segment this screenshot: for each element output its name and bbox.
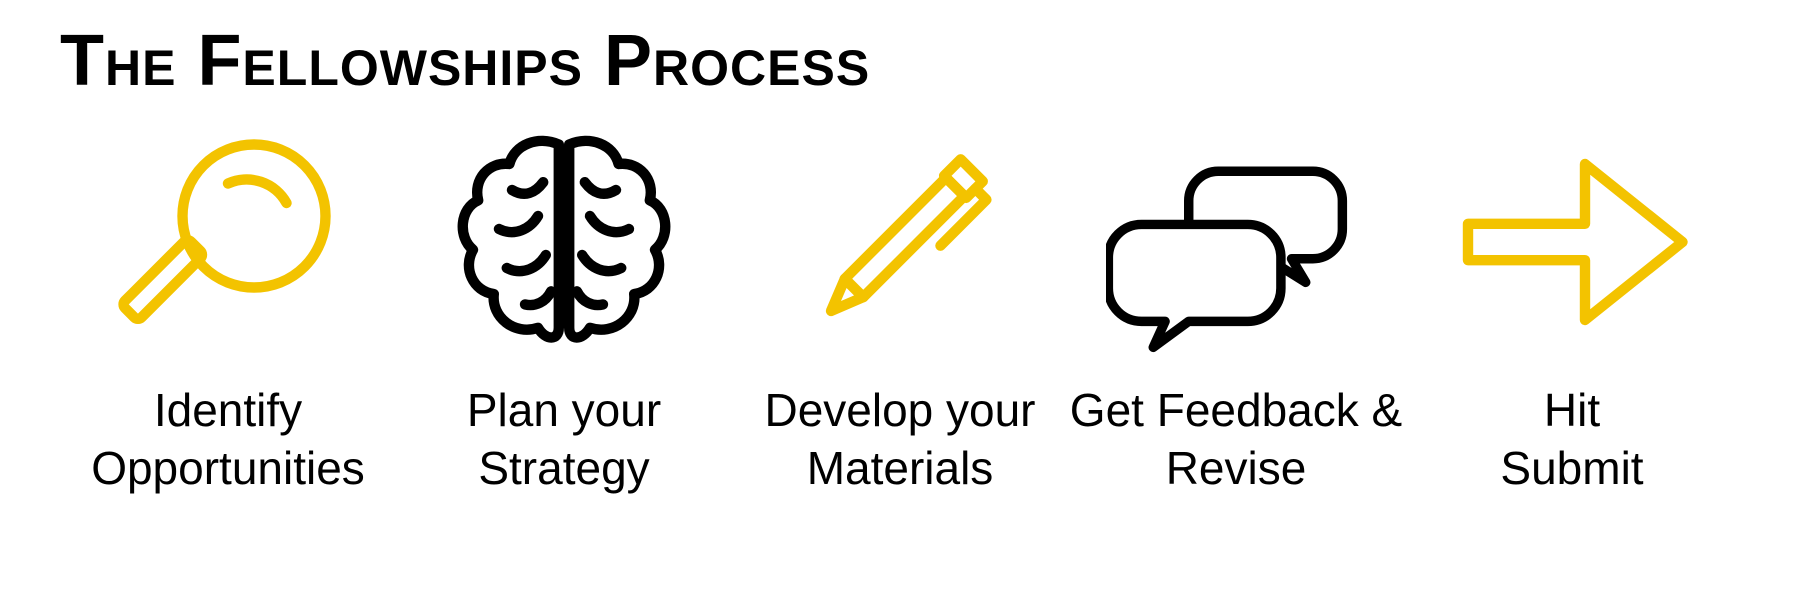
step-develop: Develop your Materials [732, 112, 1068, 570]
label-line-1: Develop your [764, 382, 1035, 440]
steps-row: Identify Opportunities [60, 112, 1740, 570]
label-line-2: Opportunities [91, 440, 365, 498]
page-title: The Fellowships Process [60, 20, 1740, 102]
step-identify: Identify Opportunities [60, 112, 396, 570]
label-line-1: Identify [91, 382, 365, 440]
label-line-2: Revise [1070, 440, 1402, 498]
pencil-icon [770, 112, 1030, 372]
label-line-1: Plan your [467, 382, 661, 440]
magnifier-icon [98, 112, 358, 372]
step-submit: Hit Submit [1404, 112, 1740, 570]
speech-bubbles-icon [1106, 112, 1366, 372]
step-label: Identify Opportunities [91, 382, 365, 497]
label-line-1: Hit [1500, 382, 1643, 440]
brain-icon [434, 112, 694, 372]
step-label: Get Feedback & Revise [1070, 382, 1402, 497]
step-feedback: Get Feedback & Revise [1068, 112, 1404, 570]
step-plan: Plan your Strategy [396, 112, 732, 570]
label-line-1: Get Feedback & [1070, 382, 1402, 440]
arrow-icon [1442, 112, 1702, 372]
label-line-2: Submit [1500, 440, 1643, 498]
step-label: Hit Submit [1500, 382, 1643, 497]
page: The Fellowships Process Identify Opportu… [0, 0, 1800, 600]
step-label: Develop your Materials [764, 382, 1035, 497]
step-label: Plan your Strategy [467, 382, 661, 497]
label-line-2: Strategy [467, 440, 661, 498]
label-line-2: Materials [764, 440, 1035, 498]
